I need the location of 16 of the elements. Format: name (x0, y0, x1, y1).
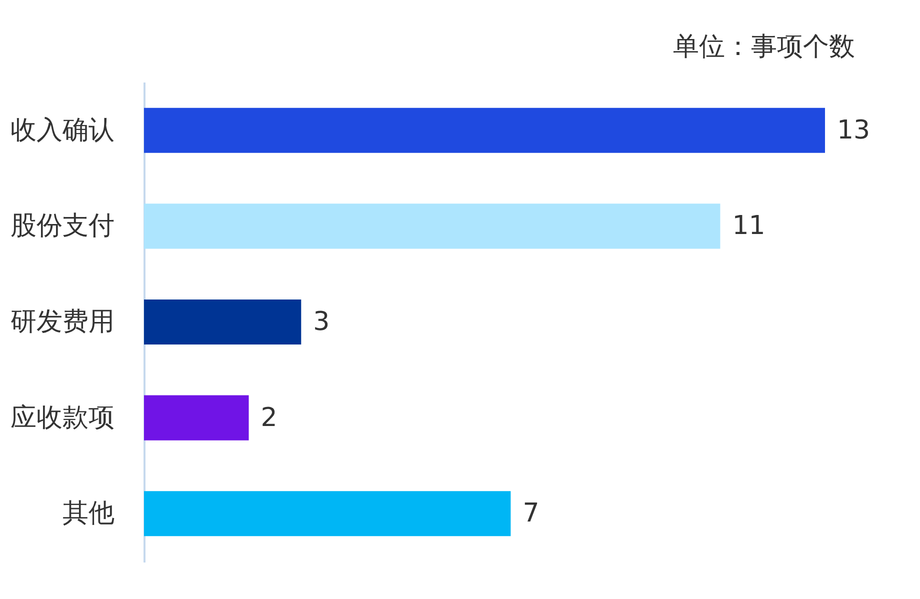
y-tick-label: 其他 (62, 498, 114, 529)
data-label: 2 (260, 402, 278, 433)
y-tick-label: 股份支付 (10, 211, 114, 242)
bar (144, 491, 511, 536)
text: 单位：事项个数 (673, 32, 855, 62)
bar (144, 108, 825, 153)
bar (144, 395, 249, 440)
y-tick-label: 应收款项 (10, 402, 114, 433)
y-tick-label: 研发费用 (10, 307, 114, 337)
data-label: 11 (732, 211, 766, 242)
y-tick-label: 收入确认 (10, 115, 114, 146)
data-label: 3 (313, 307, 330, 337)
bar (144, 204, 720, 249)
data-label: 7 (522, 498, 540, 529)
data-label: 13 (837, 115, 870, 146)
bar (144, 299, 302, 345)
